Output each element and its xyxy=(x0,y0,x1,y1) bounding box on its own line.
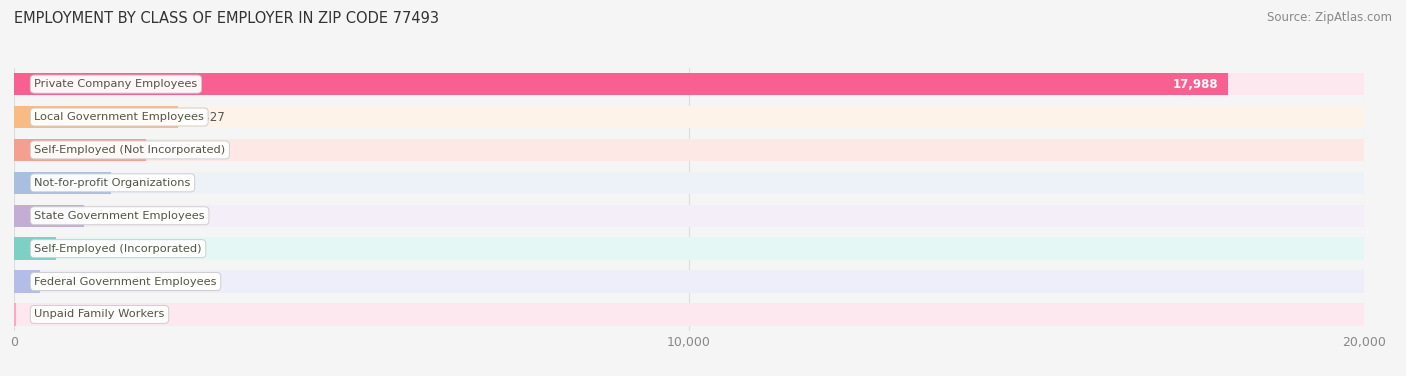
Text: 1,433: 1,433 xyxy=(124,176,157,190)
Bar xyxy=(14,106,1364,128)
Bar xyxy=(14,238,56,260)
Text: State Government Employees: State Government Employees xyxy=(34,211,205,221)
Text: Federal Government Employees: Federal Government Employees xyxy=(34,276,217,287)
Bar xyxy=(14,205,1364,227)
Text: Self-Employed (Incorporated): Self-Employed (Incorporated) xyxy=(34,244,202,254)
Bar xyxy=(14,303,17,326)
Text: 1,040: 1,040 xyxy=(98,209,131,222)
Text: Local Government Employees: Local Government Employees xyxy=(34,112,204,122)
Bar xyxy=(14,73,1227,96)
Text: Self-Employed (Not Incorporated): Self-Employed (Not Incorporated) xyxy=(34,145,225,155)
Text: 34: 34 xyxy=(30,308,45,321)
Text: 2,427: 2,427 xyxy=(191,111,225,124)
Text: 618: 618 xyxy=(69,242,91,255)
Bar xyxy=(14,139,1364,161)
Text: 379: 379 xyxy=(53,275,76,288)
Bar xyxy=(14,172,1364,194)
Text: 17,988: 17,988 xyxy=(1173,77,1218,91)
Text: Unpaid Family Workers: Unpaid Family Workers xyxy=(34,309,165,320)
Bar xyxy=(14,106,177,128)
Bar xyxy=(14,172,111,194)
Text: Private Company Employees: Private Company Employees xyxy=(34,79,198,89)
Text: 1,949: 1,949 xyxy=(159,143,193,156)
Bar xyxy=(14,73,1364,96)
Bar xyxy=(14,205,84,227)
Bar xyxy=(14,270,39,293)
Bar xyxy=(14,139,146,161)
Text: Source: ZipAtlas.com: Source: ZipAtlas.com xyxy=(1267,11,1392,24)
Bar xyxy=(14,270,1364,293)
Text: EMPLOYMENT BY CLASS OF EMPLOYER IN ZIP CODE 77493: EMPLOYMENT BY CLASS OF EMPLOYER IN ZIP C… xyxy=(14,11,439,26)
Bar xyxy=(14,238,1364,260)
Text: Not-for-profit Organizations: Not-for-profit Organizations xyxy=(34,178,191,188)
Bar xyxy=(14,303,1364,326)
